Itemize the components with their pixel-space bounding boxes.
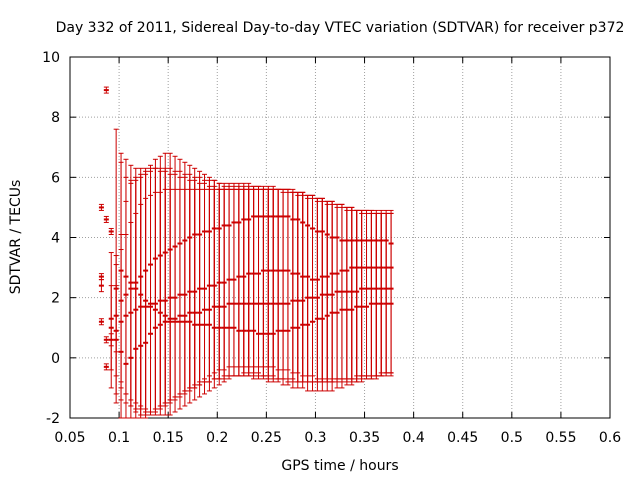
x-tick-label: 0.4 [403,430,425,446]
error-bar [300,191,306,383]
error-bar [108,285,114,371]
error-bar [103,363,109,371]
error-bar [197,170,203,398]
error-bar [226,185,232,380]
error-bar [148,164,154,413]
error-bar [211,179,217,389]
error-bar [329,200,335,383]
x-tick-label: 0.55 [545,430,576,446]
error-bar [241,185,247,377]
error-bar [310,194,316,383]
y-tick-label: 6 [51,170,60,186]
x-tick-label: 0.6 [599,430,621,446]
error-bar [138,167,144,407]
error-bar [373,212,379,377]
y-tick-label: 2 [51,291,60,307]
error-bar [103,86,109,94]
error-bar [319,197,325,383]
error-bar [133,167,139,404]
error-bar [231,185,237,377]
error-bar [324,200,330,383]
x-tick-label: 0.25 [251,430,282,446]
y-tick-label: -2 [46,411,60,427]
error-bar [349,206,355,380]
error-bar [290,191,296,383]
error-bar [123,158,129,395]
error-bar [221,185,227,383]
error-bar [378,212,384,377]
error-bar [206,176,212,392]
error-bar [354,209,360,380]
y-tick-label: 4 [51,231,60,247]
x-tick-label: 0.5 [501,430,523,446]
y-axis-label: SDTVAR / TECUs [8,180,24,295]
y-tick-label: 0 [51,351,60,367]
chart-title: Day 332 of 2011, Sidereal Day-to-day VTE… [56,20,625,36]
error-bar [187,164,193,404]
error-bar [251,185,257,377]
x-tick-label: 0.3 [304,430,326,446]
x-tick-label: 0.05 [54,430,85,446]
error-bar [275,188,281,380]
error-bar [202,173,208,395]
x-axis-label: GPS time / hours [281,458,398,474]
error-bar [143,167,149,410]
error-bar [103,215,109,223]
error-bar [98,273,104,281]
error-bar [216,182,222,386]
error-bar [246,185,252,377]
x-tick-label: 0.35 [349,430,380,446]
y-tick-label: 8 [51,110,60,126]
axis-ticks [69,56,611,419]
error-bar [256,185,262,377]
error-bar [368,212,374,377]
error-bar [285,188,291,383]
error-bar [177,158,183,410]
error-bar [182,161,188,407]
y-tick-labels: -2 0 2 4 6 8 10 [42,50,60,427]
error-bar [359,209,365,377]
error-bar [108,227,114,235]
series-track-4 [98,86,394,416]
error-bar [314,197,320,383]
error-bar [113,255,119,377]
error-bar [152,158,158,416]
x-tick-labels: 0.05 0.1 0.15 0.2 0.25 0.3 0.35 0.4 0.45 0.5 0.55 0… [54,430,621,446]
error-bar [192,167,198,401]
error-bar [98,203,104,211]
error-bar [157,155,163,416]
error-bar [339,203,345,380]
error-bar [172,155,178,413]
error-bar-series [98,86,394,419]
error-bar [98,318,104,326]
error-bar [167,152,173,416]
error-bar [305,194,311,383]
error-bar [344,206,350,380]
error-bar [162,152,168,416]
error-bar [118,152,124,389]
x-tick-label: 0.2 [206,430,228,446]
error-bar [128,164,134,401]
error-bar [103,336,109,344]
x-tick-label: 0.15 [153,430,184,446]
error-bar [364,209,370,377]
x-tick-label: 0.45 [447,430,478,446]
error-bar [334,203,340,380]
error-bar [236,185,242,377]
error-bar [383,212,389,374]
error-bar [295,191,301,383]
error-bar [388,212,394,374]
x-tick-label: 0.1 [108,430,130,446]
error-bar [280,188,286,380]
y-tick-label: 10 [42,50,60,66]
error-bar [265,188,271,380]
error-bar [270,188,276,380]
error-bar [260,188,266,377]
